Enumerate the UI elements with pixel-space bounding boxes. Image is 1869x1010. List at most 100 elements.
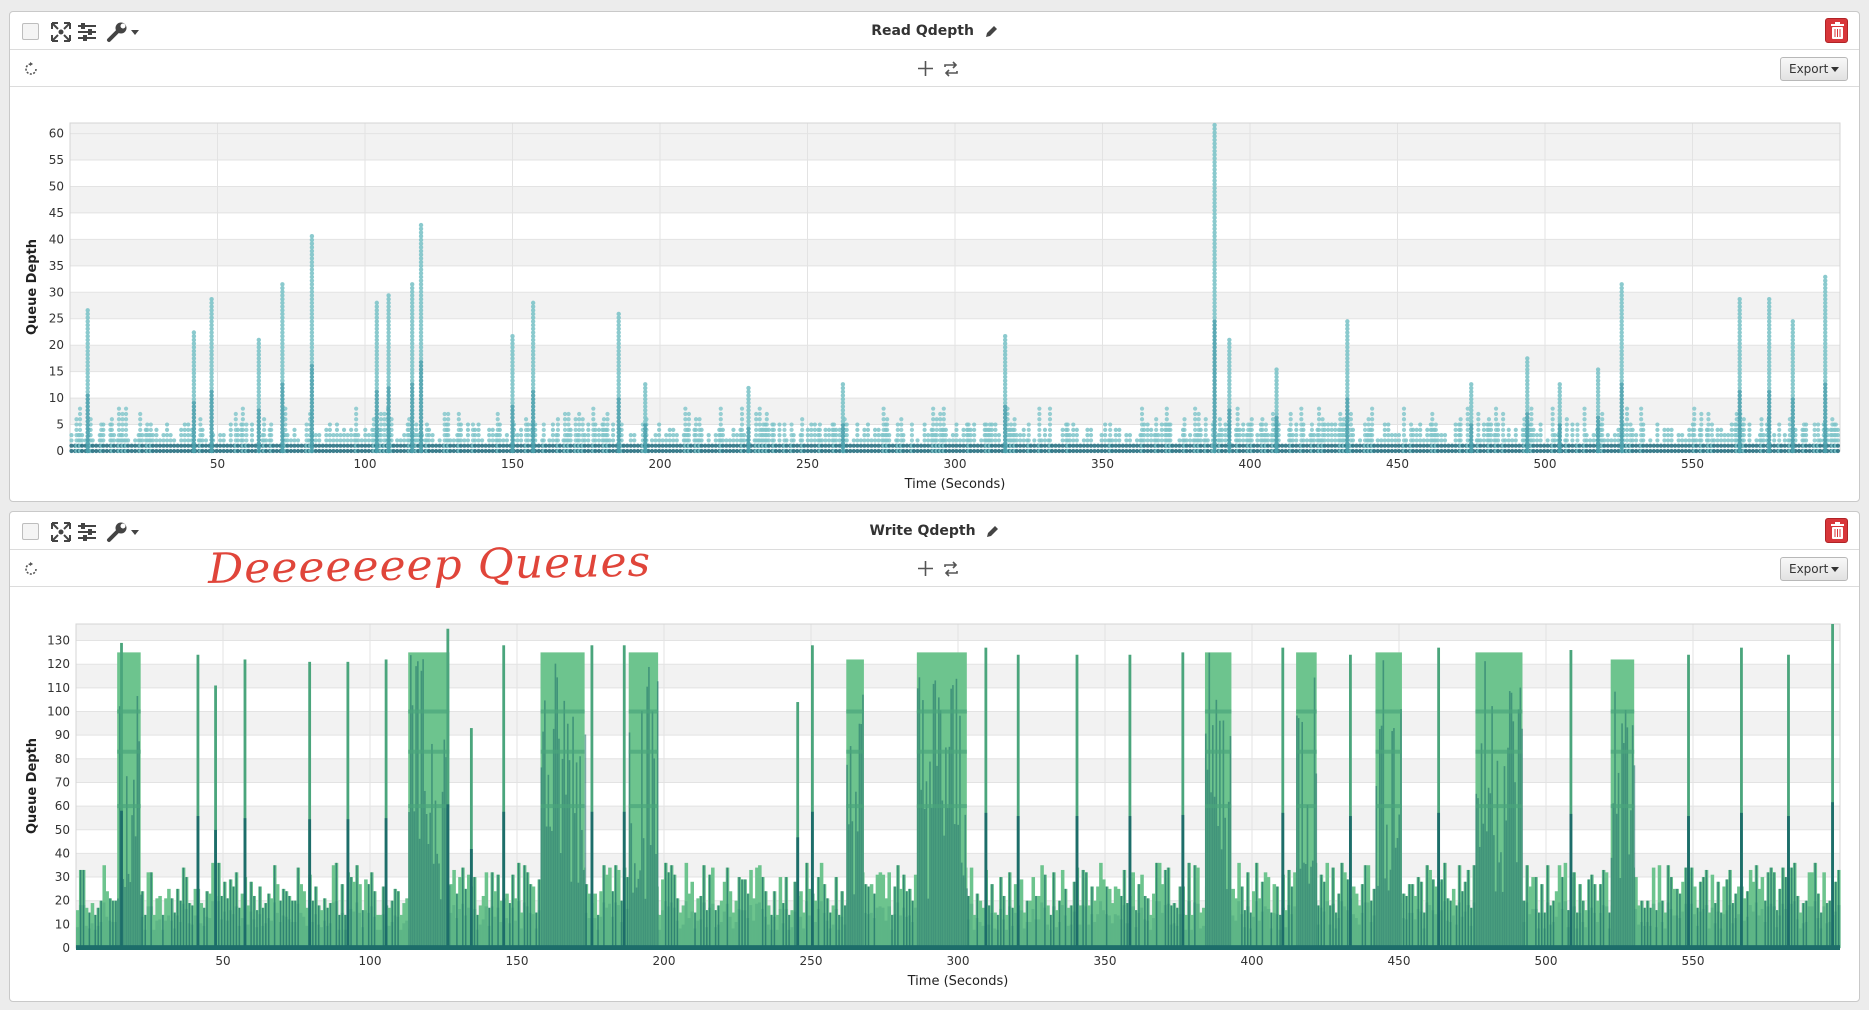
data-point: [1350, 443, 1356, 448]
data-point: [1370, 406, 1375, 411]
swap-icon[interactable]: [942, 560, 960, 578]
data-point: [1476, 417, 1481, 422]
data-column: [90, 903, 95, 948]
data-point: [85, 411, 90, 417]
data-point: [840, 433, 846, 439]
data-point: [858, 443, 863, 448]
data-point: [547, 443, 552, 448]
data-point: [1529, 411, 1534, 417]
data-point: [1557, 441, 1562, 446]
data-point: [1767, 389, 1772, 394]
data-point: [1767, 408, 1772, 413]
data-point: [1566, 443, 1571, 448]
edit-pencil-icon[interactable]: [985, 25, 998, 38]
data-point: [1212, 171, 1217, 176]
add-icon[interactable]: [917, 60, 934, 77]
settings-sliders-icon[interactable]: [76, 21, 98, 43]
data-point: [1223, 438, 1228, 443]
data-point: [218, 433, 223, 438]
data-point: [164, 427, 170, 432]
data-point: [209, 348, 214, 354]
data-point: [1823, 341, 1828, 346]
data-point: [309, 304, 315, 309]
data-point: [410, 441, 415, 446]
data-point: [1823, 345, 1828, 350]
data-point: [1591, 443, 1596, 448]
data-point: [1212, 419, 1217, 424]
data-point: [530, 348, 536, 354]
data-point: [487, 433, 492, 438]
data-point: [1177, 443, 1182, 448]
data-point: [341, 448, 347, 454]
data-point: [710, 443, 715, 448]
data-point: [1767, 359, 1772, 365]
data-point: [616, 352, 621, 357]
refresh-icon[interactable]: [23, 61, 39, 77]
data-point: [693, 422, 699, 427]
expand-icon[interactable]: [50, 521, 72, 543]
data-point: [1274, 408, 1279, 413]
data-point: [1823, 419, 1828, 424]
select-checkbox[interactable]: [22, 23, 39, 40]
data-point: [1348, 411, 1353, 417]
swap-icon[interactable]: [942, 60, 960, 78]
data-column: [208, 918, 212, 948]
data-point: [1750, 448, 1756, 454]
data-point: [718, 411, 723, 417]
data-point: [418, 415, 424, 420]
data-column: [84, 925, 89, 948]
data-point: [1393, 443, 1398, 448]
data-point: [686, 427, 692, 432]
data-point: [1095, 443, 1101, 448]
data-point: [1099, 433, 1104, 438]
data-point: [309, 441, 315, 446]
data-point: [1002, 363, 1008, 369]
data-point: [456, 411, 461, 417]
data-point: [244, 422, 249, 427]
data-point: [1255, 448, 1260, 454]
refresh-icon[interactable]: [23, 561, 39, 577]
data-point: [947, 443, 952, 448]
data-point: [1641, 422, 1646, 427]
panel-title[interactable]: Write Qdepth: [869, 523, 976, 539]
data-point: [1469, 419, 1474, 424]
data-point: [530, 337, 536, 343]
data-point: [1263, 427, 1269, 432]
edit-pencil-icon[interactable]: [986, 525, 999, 538]
data-point: [1619, 422, 1624, 428]
delete-button[interactable]: [1825, 518, 1848, 543]
data-point: [1687, 438, 1692, 443]
expand-icon[interactable]: [50, 21, 72, 43]
data-point: [1737, 374, 1742, 380]
export-button[interactable]: Export: [1780, 557, 1848, 581]
data-point: [754, 422, 759, 427]
data-point: [1047, 427, 1053, 432]
data-point: [616, 445, 621, 450]
data-point: [1439, 443, 1444, 448]
data-point: [256, 348, 261, 354]
data-point: [510, 367, 515, 372]
data-point: [1134, 443, 1140, 448]
data-point: [1018, 443, 1023, 448]
delete-button[interactable]: [1825, 18, 1848, 43]
wrench-dropdown-icon[interactable]: [106, 521, 140, 543]
add-icon[interactable]: [917, 560, 934, 577]
data-point: [1501, 433, 1506, 438]
panel-title[interactable]: Read Qdepth: [871, 23, 974, 39]
data-point: [386, 363, 391, 369]
data-point: [643, 422, 648, 428]
export-button[interactable]: Export: [1780, 57, 1848, 81]
wrench-dropdown-icon[interactable]: [106, 21, 140, 43]
settings-sliders-icon[interactable]: [76, 521, 98, 543]
data-point: [1182, 417, 1187, 422]
data-point: [1812, 438, 1817, 443]
data-point: [530, 385, 536, 391]
data-point: [1345, 404, 1350, 409]
data-point: [957, 443, 963, 448]
data-point: [374, 404, 379, 409]
select-checkbox[interactable]: [22, 523, 39, 540]
data-point: [1531, 433, 1536, 438]
data-point: [1651, 448, 1656, 454]
